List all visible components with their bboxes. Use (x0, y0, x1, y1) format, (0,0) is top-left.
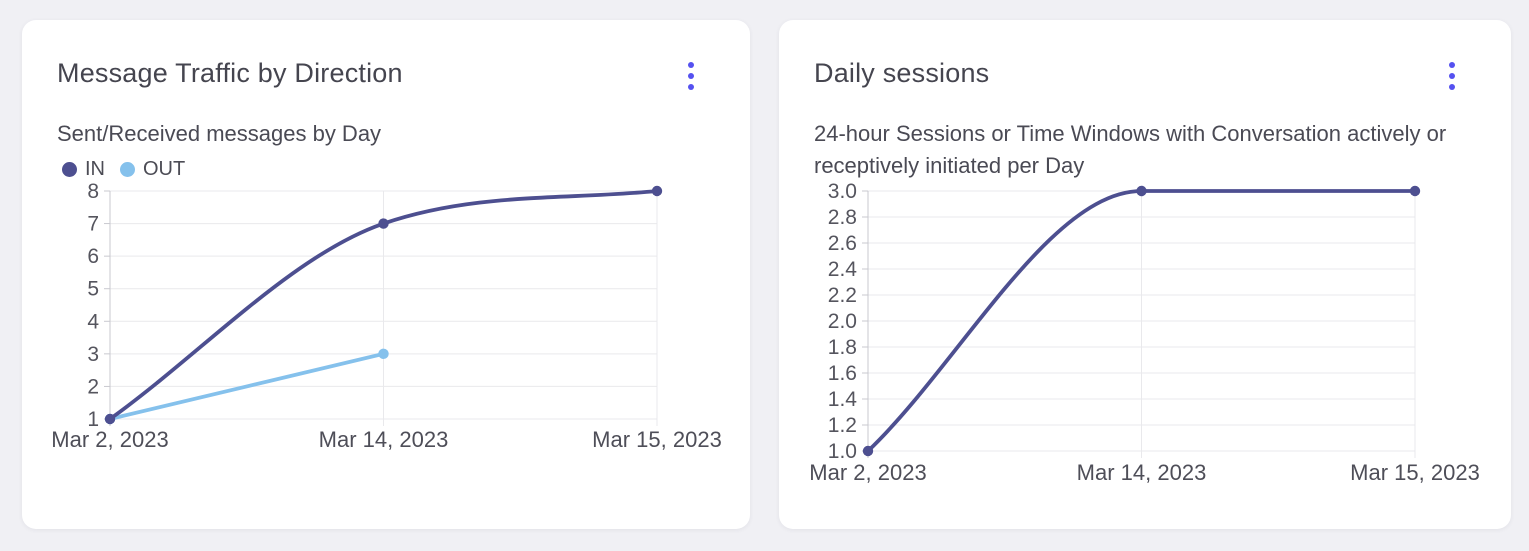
y-axis-tick-label: 3.0 (828, 180, 857, 203)
chart-legend: IN OUT (62, 158, 185, 181)
card-title-daily-sessions: Daily sessions (814, 58, 990, 88)
legend-dot-in-icon (62, 162, 77, 177)
series-line-OUT (108, 351, 386, 421)
y-axis-tick-label: 1 (87, 408, 99, 431)
data-point-OUT[interactable] (378, 348, 389, 360)
x-axis-label: Mar 15, 2023 (592, 427, 722, 452)
kebab-menu-button[interactable] (1441, 58, 1463, 94)
y-axis-tick-label: 2 (87, 375, 99, 398)
y-axis-tick-label: 2.4 (828, 258, 858, 281)
kebab-dot-icon (1449, 84, 1455, 90)
kebab-dot-icon (1449, 62, 1455, 68)
kebab-menu-button[interactable] (680, 58, 702, 94)
card-message-traffic: Message Traffic by Direction Sent/Receiv… (22, 20, 750, 529)
data-point-Daily sessions[interactable] (1136, 185, 1147, 197)
kebab-dot-icon (688, 73, 694, 79)
legend-dot-out-icon (120, 162, 135, 177)
y-axis-tick-label: 2.6 (828, 232, 857, 255)
data-point-IN[interactable] (378, 218, 389, 229)
y-axis-tick-label: 1.0 (828, 440, 857, 463)
card-subtitle-message-traffic: Sent/Received messages by Day (57, 121, 382, 146)
card-daily-sessions: Daily sessions 24-hour Sessions or Time … (779, 20, 1511, 529)
line-chart-message-traffic[interactable]: 1 2 3 4 5 6 7 8 Mar 2, 2023 Mar 14, 2023 Mar 15, 2… (22, 20, 750, 529)
y-axis-tick-label: 1.6 (828, 362, 857, 385)
x-axis-label: Mar 2, 2023 (51, 427, 168, 452)
y-axis-tick-label: 5 (87, 278, 99, 301)
series-line-Daily sessions (866, 189, 1417, 453)
y-axis-tick-label: 2.2 (828, 284, 857, 307)
y-axis-tick-label: 1.2 (828, 414, 857, 437)
data-point-Daily sessions[interactable] (1409, 185, 1421, 197)
x-axis-label: Mar 14, 2023 (1077, 460, 1207, 485)
y-axis-tick-label: 7 (87, 213, 99, 236)
kebab-dot-icon (1449, 73, 1455, 79)
y-axis-tick-label: 1.8 (828, 336, 857, 359)
legend-item-in[interactable]: IN (62, 158, 105, 181)
data-point-Daily sessions[interactable] (862, 445, 874, 457)
kebab-dot-icon (688, 84, 694, 90)
y-axis-tick-label: 2.0 (828, 310, 857, 333)
x-axis-label: Mar 14, 2023 (319, 427, 449, 452)
data-point-IN[interactable] (651, 185, 663, 197)
line-chart-daily-sessions[interactable]: 1.0 1.2 1.4 1.6 1.8 2.0 2.2 2.4 2.6 2.8 3.0 Mar 2, … (779, 20, 1511, 529)
card-subtitle-daily-sessions: 24-hour Sessions or Time Windows with Co… (814, 121, 1447, 178)
kebab-dot-icon (688, 62, 694, 68)
y-axis-tick-label: 6 (87, 245, 99, 268)
legend-label-in: IN (85, 158, 105, 180)
y-axis-tick-label: 1.4 (828, 388, 858, 411)
card-title-message-traffic: Message Traffic by Direction (57, 58, 403, 88)
x-axis-label: Mar 15, 2023 (1350, 460, 1480, 485)
x-axis-label: Mar 2, 2023 (809, 460, 926, 485)
legend-label-out: OUT (143, 158, 186, 180)
data-point-IN[interactable] (104, 413, 116, 425)
y-axis-tick-label: 4 (87, 310, 99, 333)
y-axis-tick-label: 8 (87, 180, 99, 203)
y-axis-tick-label: 3 (87, 343, 99, 366)
legend-item-out[interactable]: OUT (120, 158, 185, 181)
y-axis-tick-label: 2.8 (828, 206, 857, 229)
